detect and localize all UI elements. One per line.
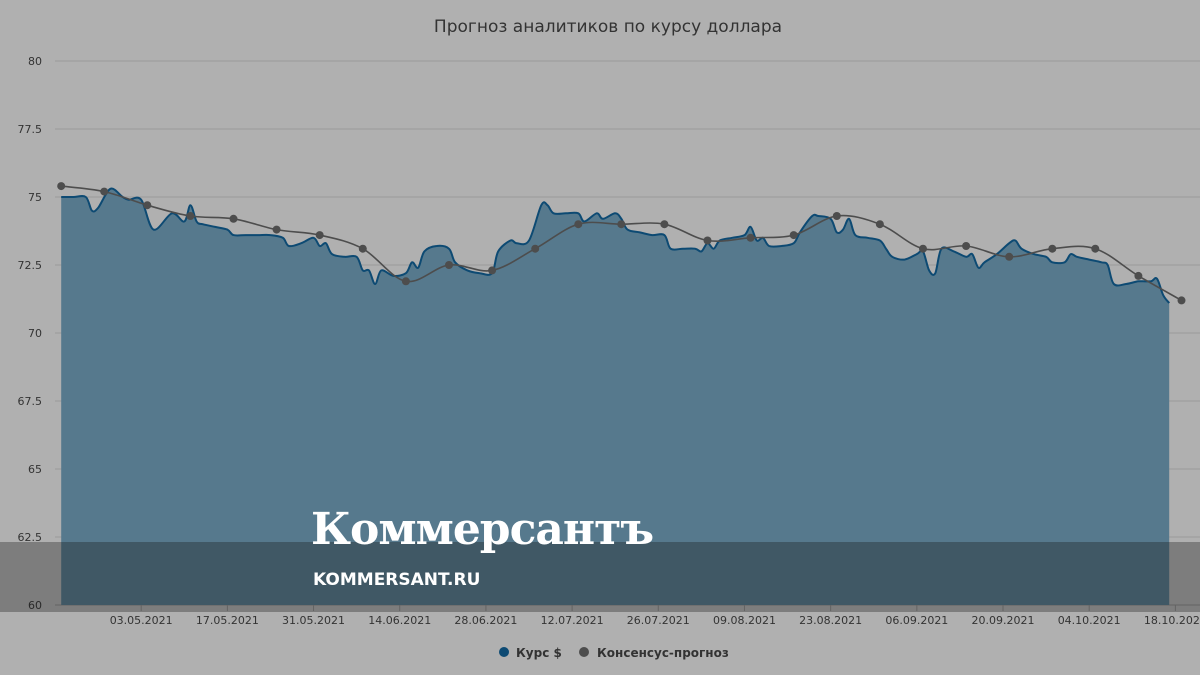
x-tick-label: 28.06.2021 [454,614,517,627]
x-tick-label: 26.07.2021 [627,614,690,627]
watermark-banner [0,542,1200,612]
consensus-point [1091,244,1100,253]
x-axis-ticks: 03.05.2021 17.05.2021 31.05.2021 14.06.2021… [110,605,1200,627]
consensus-point [660,220,669,229]
consensus-point [401,277,410,286]
consensus-point [531,244,540,253]
consensus-point [229,214,238,223]
x-tick-label: 31.05.2021 [282,614,345,627]
brand-url: KOMMERSANT.RU [313,570,480,590]
consensus-point [445,261,453,269]
x-tick-label: 18.10.2021 [1144,614,1200,627]
x-tick-label: 09.08.2021 [713,614,776,627]
x-tick-label: 06.09.2021 [885,614,948,627]
consensus-point [617,220,626,229]
x-tick-label: 12.07.2021 [541,614,604,627]
legend[interactable]: Курс $ Консенсус-прогноз [499,646,729,660]
y-tick-label: 80 [28,55,42,68]
rate-area [61,188,1170,605]
consensus-point [875,220,884,229]
consensus-point [1048,244,1057,253]
y-tick-label: 72.5 [18,259,43,272]
y-tick-label: 67.5 [18,395,43,408]
consensus-point [1177,296,1186,305]
consensus-point [962,242,971,250]
consensus-point [1005,252,1014,261]
chart-title: Прогноз аналитиков по курсу доллара [434,17,782,37]
y-tick-label: 65 [28,463,42,476]
consensus-point [186,212,195,220]
y-tick-label: 60 [28,599,42,612]
consensus-point [100,187,109,196]
legend-marker-rate [499,647,509,657]
y-axis-ticks: 80 77.5 75 72.5 70 67.5 65 62.5 60 [18,55,43,612]
x-tick-label: 17.05.2021 [196,614,259,627]
consensus-point [272,225,281,234]
consensus-point [1134,271,1143,280]
brand-logo: Коммерсантъ [311,504,653,555]
consensus-point [919,244,927,253]
consensus-point [703,236,712,245]
legend-label-rate: Курс $ [516,646,562,660]
consensus-point [143,201,152,210]
y-tick-label: 62.5 [18,531,43,544]
legend-item-consensus[interactable]: Консенсус-прогноз [579,646,729,660]
y-tick-label: 70 [28,327,42,340]
consensus-points [57,182,1186,305]
x-tick-label: 03.05.2021 [110,614,173,627]
consensus-point [574,220,583,229]
legend-marker-consensus [579,647,589,657]
legend-item-rate[interactable]: Курс $ [499,646,562,660]
watermark: Коммерсантъ KOMMERSANT.RU [0,504,1200,612]
rate-line [61,187,1171,304]
consensus-point [746,233,755,242]
x-tick-label: 23.08.2021 [799,614,862,627]
consensus-point [315,231,324,240]
x-tick-label: 04.10.2021 [1058,614,1121,627]
y-tick-label: 75 [28,191,42,204]
x-tick-label: 14.06.2021 [368,614,431,627]
legend-label-consensus: Консенсус-прогноз [597,646,729,660]
consensus-point [57,182,66,191]
consensus-point [789,231,798,240]
consensus-point [358,244,367,253]
consensus-point [488,266,497,275]
consensus-point [832,212,841,220]
y-tick-label: 77.5 [18,123,43,136]
x-tick-label: 20.09.2021 [972,614,1035,627]
